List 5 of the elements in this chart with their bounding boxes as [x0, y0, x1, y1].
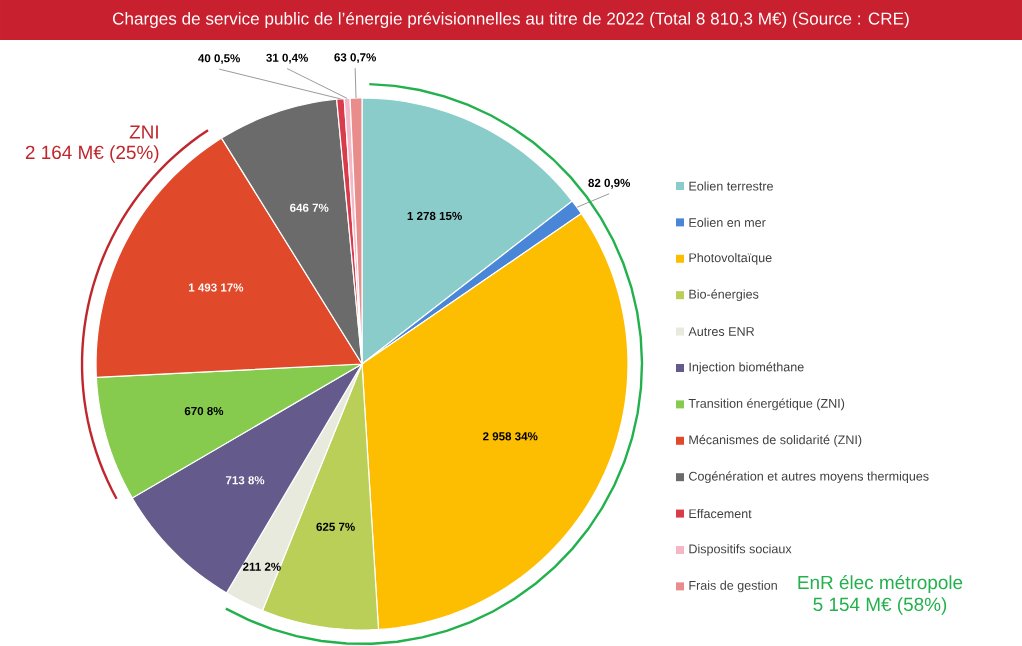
- text: 5 154 M€ (58%): [813, 597, 947, 616]
- chart-title: Charges de service public de l’énergie prévisionnelles au titre de 2022 (Total 8 810,3 M€) (Source : CRE): [112, 12, 909, 29]
- text: 2 164 M€ (25%): [25, 145, 159, 164]
- text: EnR élec métropole: [798, 575, 963, 594]
- text: ZNI: [129, 125, 158, 139]
